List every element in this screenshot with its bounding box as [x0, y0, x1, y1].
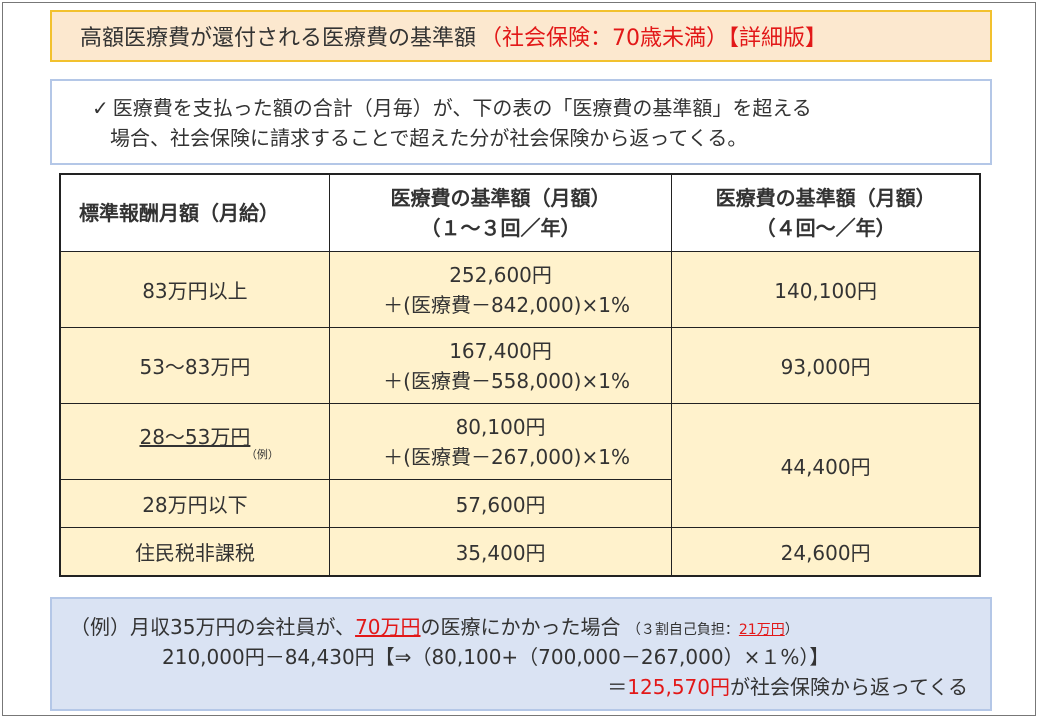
- example-intro: （例）月収35万円の会社員が、: [70, 615, 356, 639]
- check-icon: ✓: [92, 96, 109, 120]
- page-subtitle: （社会保険：70歳未満）【詳細版】: [480, 26, 828, 51]
- header-base-4plus-line1: 医療費の基準額（月額）: [715, 186, 936, 211]
- example-line-1: （例）月収35万円の会社員が、70万円の医療にかかった場合 （３割自己負担：21…: [70, 611, 799, 640]
- copay-note-post: ）: [784, 622, 799, 638]
- base-cell: 57,600円: [328, 479, 673, 529]
- example-medical-amount: 70万円: [355, 615, 421, 639]
- base-amount: 80,100円: [455, 414, 546, 439]
- base-cell: 252,600円 ＋(医療費－842,000)×1%: [328, 251, 673, 329]
- base-cell: 167,400円 ＋(医療費－558,000)×1%: [328, 327, 673, 405]
- base-cell: 80,100円 ＋(医療費－267,000)×1%: [328, 403, 673, 481]
- note-line-2: 場合、社会保険に請求することで超えた分が社会保険から返ってくる。: [110, 126, 748, 150]
- example-intro-end: の医療にかかった場合: [420, 615, 621, 639]
- copay-note-pre: （３割自己負担：: [626, 622, 739, 638]
- example-result-post: が社会保険から返ってくる: [730, 675, 968, 699]
- example-tag: （例）: [245, 448, 279, 462]
- fourth-cell: 93,000円: [671, 327, 981, 405]
- base-cell: 35,400円: [328, 527, 673, 577]
- table-header-row: 標準報酬月額（月給） 医療費の基準額（月額） （１～３回／年） 医療費の基準額（月…: [59, 173, 981, 253]
- note-box: ✓ 医療費を支払った額の合計（月毎）が、下の表の「医療費の基準額」を超える 場合、…: [50, 79, 992, 165]
- title-banner: 高額医療費が還付される医療費の基準額 （社会保険：70歳未満）【詳細版】: [50, 10, 992, 62]
- example-line-3: ＝125,570円が社会保険から返ってくる: [607, 671, 968, 700]
- refund-amount: 125,570円: [627, 675, 730, 699]
- example-box: （例）月収35万円の会社員が、70万円の医療にかかった場合 （３割自己負担：21…: [50, 597, 992, 711]
- rate-table: 標準報酬月額（月給） 医療費の基準額（月額） （１～３回／年） 医療費の基準額（月…: [59, 173, 981, 577]
- income-label: 28～53万円: [139, 425, 251, 450]
- copay-note: （３割自己負担：21万円）: [627, 622, 799, 638]
- base-amount: 252,600円: [449, 262, 552, 287]
- header-base-1-3-line1: 医療費の基準額（月額）: [390, 186, 611, 211]
- income-cell: 住民税非課税: [59, 527, 330, 577]
- base-formula: ＋(医療費－558,000)×1%: [383, 368, 630, 393]
- fourth-cell: 140,100円: [671, 251, 981, 329]
- table-row: 28万円以下 57,600円: [59, 479, 980, 529]
- header-base-4plus: 医療費の基準額（月額） （４回～／年）: [671, 173, 981, 253]
- example-line-2: 210,000円－84,430円【⇒（80,100+（700,000－267,0…: [162, 645, 830, 669]
- table-row: 53～83万円 167,400円 ＋(医療費－558,000)×1% 93,000…: [59, 327, 981, 405]
- income-cell-example: 28～53万円 （例）: [59, 403, 330, 481]
- note-line-1: 医療費を支払った額の合計（月毎）が、下の表の「医療費の基準額」を超える: [112, 96, 812, 120]
- fourth-cell-merged: 44,400円: [671, 403, 981, 529]
- income-cell: 53～83万円: [59, 327, 330, 405]
- table-row: 住民税非課税 35,400円 24,600円: [59, 527, 981, 577]
- header-income: 標準報酬月額（月給）: [59, 173, 330, 253]
- header-base-4plus-line2: （４回～／年）: [755, 216, 896, 241]
- income-cell: 28万円以下: [59, 479, 330, 529]
- fourth-cell: 24,600円: [671, 527, 981, 577]
- income-cell: 83万円以上: [59, 251, 330, 329]
- page-title: 高額医療費が還付される医療費の基準額: [80, 26, 477, 51]
- copay-amount: 21万円: [738, 622, 785, 638]
- table-row: 83万円以上 252,600円 ＋(医療費－842,000)×1% 140,100…: [59, 251, 981, 329]
- table-row: 28～53万円 （例） 80,100円 ＋(医療費－267,000)×1% 44,4…: [59, 403, 981, 529]
- base-formula: ＋(医療費－842,000)×1%: [383, 292, 630, 317]
- header-base-1-3: 医療費の基準額（月額） （１～３回／年）: [328, 173, 673, 253]
- base-formula: ＋(医療費－267,000)×1%: [383, 444, 630, 469]
- base-amount: 167,400円: [449, 338, 552, 363]
- example-result-pre: ＝: [607, 675, 628, 699]
- header-base-1-3-line2: （１～３回／年）: [420, 216, 581, 241]
